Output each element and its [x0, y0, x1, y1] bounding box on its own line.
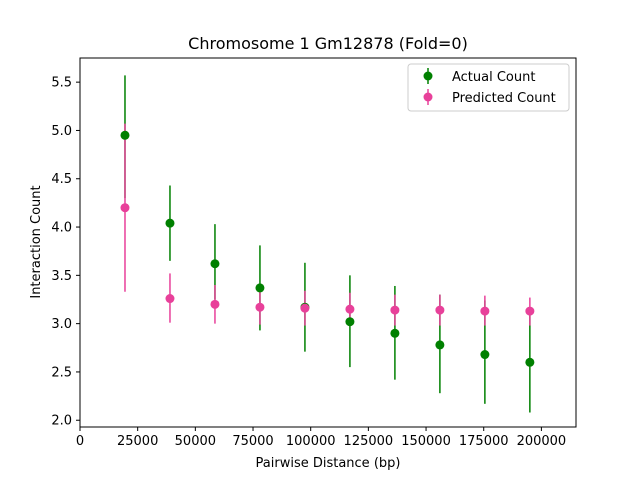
actual-count-point — [480, 350, 490, 360]
actual-count-point — [120, 130, 130, 140]
y-tick-label: 5.5 — [51, 76, 72, 91]
legend-actual-marker — [423, 71, 433, 81]
x-axis: 0 25000 50000 75000 100000 125000 150000 175000… — [76, 427, 566, 449]
actual-count-point — [435, 340, 445, 350]
y-axis-label: Interaction Count — [29, 185, 44, 298]
x-tick-label: 100000 — [286, 434, 336, 449]
legend-label-predicted: Predicted Count — [452, 91, 556, 106]
x-tick-label: 125000 — [344, 434, 394, 449]
x-tick-label: 200000 — [517, 434, 567, 449]
y-tick-label: 3.0 — [51, 317, 72, 332]
x-tick-label: 0 — [76, 434, 84, 449]
y-tick-label: 2.0 — [51, 414, 72, 429]
x-tick-label: 175000 — [459, 434, 509, 449]
predicted-count-point — [345, 304, 355, 314]
actual-count-point — [165, 218, 175, 228]
predicted-count-point — [480, 306, 490, 316]
predicted-count-point — [435, 305, 445, 315]
y-tick-label: 2.5 — [51, 365, 72, 380]
legend-box — [407, 63, 570, 112]
actual-count-point — [390, 328, 400, 338]
actual-count-point — [525, 357, 535, 367]
legend-label-actual: Actual Count — [452, 70, 535, 85]
plot-frame — [79, 57, 577, 428]
x-tick-label: 50000 — [175, 434, 216, 449]
predicted-count-point — [300, 303, 310, 313]
actual-count-point — [345, 317, 355, 327]
predicted-count-point — [165, 294, 175, 304]
y-tick-label: 3.5 — [51, 269, 72, 284]
y-tick-label: 5.0 — [51, 124, 72, 139]
plot-area — [120, 75, 535, 413]
predicted-count-point — [210, 299, 220, 309]
y-tick-label: 4.0 — [51, 221, 72, 236]
actual-count-point — [255, 283, 265, 293]
x-tick-label: 25000 — [117, 434, 158, 449]
predicted-count-point — [120, 203, 130, 213]
x-tick-label: 150000 — [401, 434, 451, 449]
x-tick-label: 75000 — [232, 434, 273, 449]
legend-predicted-marker — [423, 92, 433, 102]
legend: Actual Count Predicted Count — [407, 63, 570, 112]
y-tick-label: 4.5 — [51, 172, 72, 187]
x-axis-label: Pairwise Distance (bp) — [256, 456, 401, 471]
predicted-count-point — [255, 302, 265, 312]
y-axis: 2.0 2.5 3.0 3.5 4.0 4.5 5.0 5.5 — [51, 76, 80, 429]
predicted-count-point — [525, 306, 535, 316]
chart-title: Chromosome 1 Gm12878 (Fold=0) — [188, 34, 468, 53]
actual-count-point — [210, 259, 220, 269]
predicted-count-point — [390, 305, 400, 315]
